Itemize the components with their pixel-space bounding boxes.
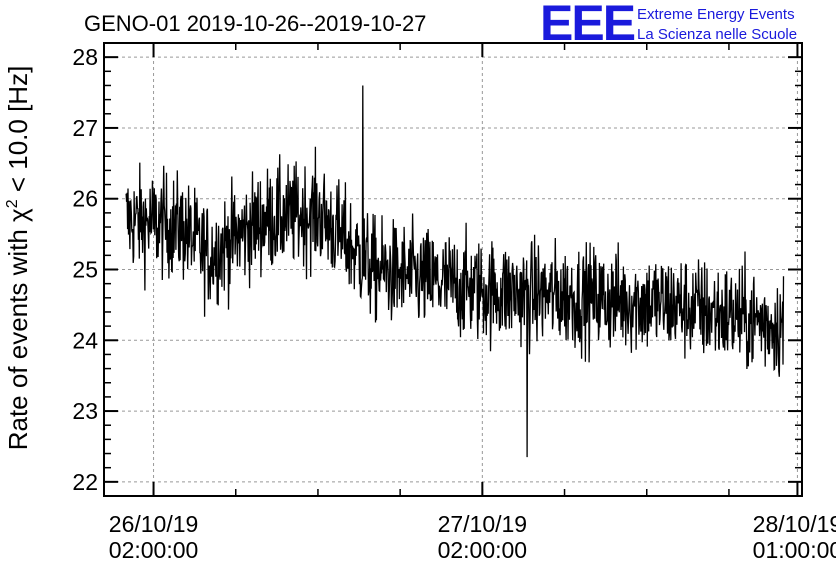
chart-title: GENO-01 2019-10-26--2019-10-27 [84,11,426,36]
x-tick-label-date: 27/10/19 [438,511,528,537]
x-tick-label-date: 28/10/19 [753,511,836,537]
x-tick-label-time: 02:00:00 [438,537,528,563]
series-line [125,85,785,458]
x-tick-label-time: 01:00:00 [753,537,836,563]
y-tick-label: 25 [72,257,98,283]
eee-logo-line1: Extreme Energy Events [637,6,795,23]
y-tick-label: 22 [72,469,98,495]
y-axis-label-chi: χ [3,208,33,222]
y-tick-label: 24 [72,327,98,353]
x-tick-label-date: 26/10/19 [109,511,199,537]
y-axis-label-suffix: < 10.0 [Hz] [3,66,33,200]
x-tick-label-time: 02:00:00 [109,537,199,563]
series-group [125,85,785,458]
y-axis-label: Rate of events with χ2 < 10.0 [Hz] [3,66,33,451]
y-tick-label: 23 [72,398,98,424]
y-tick-label: 28 [72,44,98,70]
axis-ticks: 2223242526272826/10/1902:00:0027/10/1902… [72,42,836,563]
y-axis-label-sup: 2 [4,199,21,208]
y-tick-label: 27 [72,115,98,141]
eee-logo: EEE Extreme Energy Events La Scienza nel… [540,0,797,51]
eee-logo-mark: EEE [540,0,635,51]
eee-logo-line2: La Scienza nelle Scuole [637,26,797,43]
y-tick-label: 26 [72,186,98,212]
y-axis-label-prefix: Rate of events with [3,222,33,450]
